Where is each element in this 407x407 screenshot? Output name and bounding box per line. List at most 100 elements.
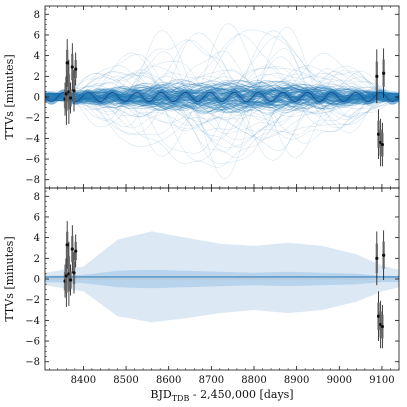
top-model-draw bbox=[45, 87, 399, 111]
bottom-plot-area bbox=[45, 221, 399, 349]
top-model-draw bbox=[45, 32, 399, 161]
top-data-point bbox=[382, 71, 386, 75]
top-model-draw bbox=[45, 30, 399, 162]
bottom-data-point bbox=[68, 278, 73, 282]
top-model-draw bbox=[45, 66, 399, 132]
bottom-data-point bbox=[74, 249, 78, 253]
top-ytick-label: −8 bbox=[25, 175, 40, 186]
top-model-draw bbox=[45, 47, 399, 153]
top-data-point bbox=[70, 65, 74, 69]
top-model-draw bbox=[45, 84, 399, 106]
bottom-xtick-label: 8600 bbox=[156, 375, 181, 386]
bottom-data-point bbox=[70, 247, 74, 251]
bottom-ytick-label: −4 bbox=[25, 316, 40, 327]
bottom-ytick-label: 8 bbox=[34, 192, 40, 203]
bottom-data-point bbox=[380, 324, 384, 329]
bottom-xtick-label: 8500 bbox=[113, 375, 138, 386]
top-model-draw bbox=[45, 82, 399, 113]
bottom-x-ticks: 8400 8500 8600 8700 8800 8900 9000 9100 bbox=[49, 188, 400, 386]
top-panel: −8 −6 −4 −2 0 2 4 6 8 TTVs [minutes] bbox=[3, 5, 400, 189]
bottom-panel: −8 −6 −4 −2 0 2 4 6 8 8400 8500 8600 8700 8800 8900 90… bbox=[3, 187, 400, 403]
top-model-draw bbox=[45, 80, 399, 112]
top-data-point bbox=[380, 142, 384, 147]
top-model-draw bbox=[45, 69, 399, 148]
top-model-draw bbox=[45, 85, 399, 141]
top-model-draw bbox=[45, 69, 399, 118]
bottom-ytick-label: 6 bbox=[34, 212, 40, 223]
top-model-draw bbox=[45, 26, 399, 179]
top-data-point bbox=[375, 74, 379, 78]
x-axis-label: BJDTDB - 2,450,000 [days] bbox=[150, 388, 293, 403]
bottom-xtick-label: 9100 bbox=[369, 375, 394, 386]
top-data-point bbox=[376, 132, 381, 136]
bottom-data-point bbox=[382, 253, 386, 257]
bottom-ytick-label: −8 bbox=[25, 357, 40, 368]
bottom-xtick-label: 8400 bbox=[71, 375, 96, 386]
top-model-draw bbox=[45, 81, 399, 106]
top-model-draw bbox=[45, 86, 399, 109]
top-ytick-label: −6 bbox=[25, 155, 40, 166]
top-model-draw bbox=[45, 76, 399, 168]
top-ytick-label: 0 bbox=[34, 93, 40, 104]
top-data-point bbox=[72, 89, 76, 93]
top-y-ticks: −8 −6 −4 −2 0 2 4 6 8 bbox=[25, 8, 399, 186]
bottom-xtick-label: 8700 bbox=[199, 375, 224, 386]
bottom-data-point bbox=[375, 256, 379, 260]
top-model-draw bbox=[45, 82, 399, 114]
top-data-point bbox=[65, 61, 69, 65]
top-model-draw bbox=[45, 39, 399, 152]
top-model-draw bbox=[45, 64, 399, 158]
top-model-draw bbox=[45, 86, 399, 113]
bottom-data-point bbox=[72, 271, 76, 275]
top-ytick-label: 6 bbox=[34, 30, 40, 41]
bottom-xtick-label: 8800 bbox=[241, 375, 266, 386]
top-model-draw bbox=[45, 56, 399, 141]
x-axis-label-tail: - 2,450,000 [days] bbox=[189, 388, 293, 401]
bottom-data-point bbox=[376, 314, 381, 318]
top-plot-area bbox=[45, 23, 399, 179]
top-ytick-label: −4 bbox=[25, 134, 40, 145]
top-ytick-label: 4 bbox=[34, 51, 40, 62]
x-axis-label-subscript: TDB bbox=[172, 394, 190, 403]
top-y-axis-label: TTVs [minutes] bbox=[3, 54, 16, 139]
bottom-ytick-label: 2 bbox=[34, 254, 40, 265]
top-model-draw bbox=[45, 89, 399, 106]
bottom-y-axis-label: TTVs [minutes] bbox=[3, 236, 16, 321]
bottom-ytick-label: −6 bbox=[25, 337, 40, 348]
top-model-draw bbox=[45, 29, 399, 147]
top-ytick-label: 2 bbox=[34, 72, 40, 83]
top-model-draw bbox=[45, 23, 399, 158]
top-model-draw bbox=[45, 90, 399, 114]
bottom-xtick-label: 8900 bbox=[284, 375, 309, 386]
bottom-ytick-label: −2 bbox=[25, 295, 40, 306]
top-model-draw bbox=[45, 71, 399, 149]
top-model-draw bbox=[45, 90, 399, 104]
top-data-point bbox=[68, 96, 73, 100]
top-model-draw bbox=[45, 88, 399, 107]
top-data-point bbox=[64, 92, 68, 96]
top-model-draw bbox=[45, 65, 399, 131]
top-model-draw bbox=[45, 52, 399, 165]
top-model-draw bbox=[45, 73, 399, 124]
x-axis-label-main: BJD bbox=[150, 388, 171, 401]
bottom-ytick-label: 4 bbox=[34, 233, 40, 244]
top-model-draw bbox=[45, 74, 399, 140]
top-data-point bbox=[74, 67, 78, 71]
bottom-data-point bbox=[64, 274, 68, 278]
top-model-draw bbox=[45, 60, 399, 140]
top-model-draw bbox=[45, 72, 399, 123]
top-model-draw bbox=[45, 72, 399, 117]
top-ytick-label: 8 bbox=[34, 10, 40, 21]
top-model-draw bbox=[45, 35, 399, 154]
top-model-draw bbox=[45, 72, 399, 139]
bottom-xtick-label: 9000 bbox=[327, 375, 352, 386]
bottom-data-point bbox=[65, 243, 69, 247]
top-ytick-label: −2 bbox=[25, 113, 40, 124]
bottom-y-ticks: −8 −6 −4 −2 0 2 4 6 8 bbox=[25, 190, 399, 368]
bottom-ytick-label: 0 bbox=[34, 275, 40, 286]
top-model-median bbox=[45, 91, 399, 103]
top-model-draw bbox=[45, 34, 399, 136]
top-model-draw bbox=[45, 85, 399, 105]
top-model-draw bbox=[45, 84, 399, 120]
